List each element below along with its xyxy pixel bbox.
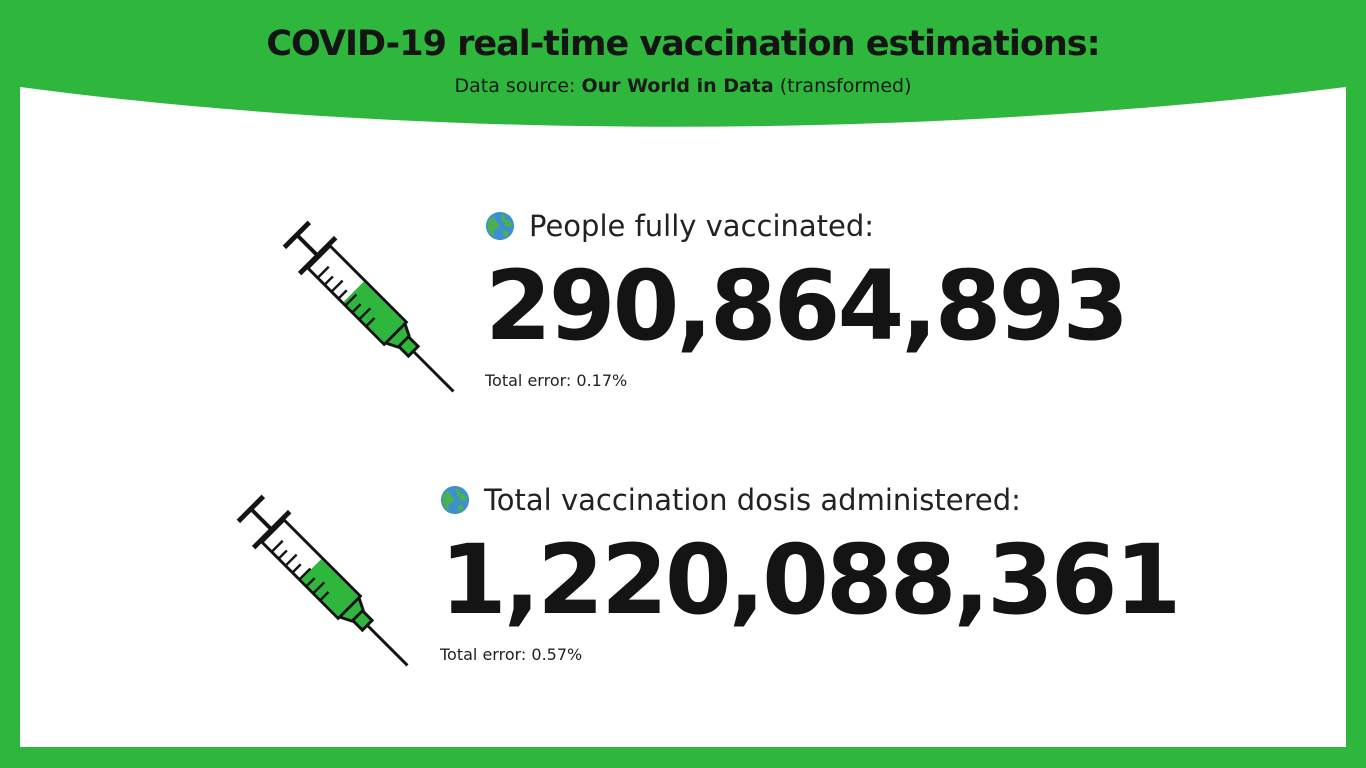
data-source-suffix: (transformed)	[773, 75, 912, 97]
stat-label-row: People fully vaccinated:	[485, 208, 874, 244]
globe-icon	[440, 485, 470, 515]
stat-error: Total error: 0.57%	[440, 645, 583, 664]
stat-label: Total vaccination dosis administered:	[484, 483, 1021, 517]
stat-value: 290,864,893	[485, 250, 1129, 362]
globe-icon	[485, 211, 515, 241]
stat-label-row: Total vaccination dosis administered:	[440, 482, 1021, 518]
data-source-prefix: Data source:	[454, 75, 582, 97]
data-source-name: Our World in Data	[581, 75, 774, 97]
stat-label: People fully vaccinated:	[529, 209, 875, 243]
page-title: COVID-19 real-time vaccination estimatio…	[266, 24, 1100, 64]
syringe-icon	[236, 494, 409, 667]
data-source-line: Data source: Our World in Data (transfor…	[0, 74, 1366, 98]
stat-error: Total error: 0.17%	[485, 371, 628, 390]
syringe-icon	[282, 220, 455, 393]
header: COVID-19 real-time vaccination estimatio…	[0, 20, 1366, 98]
stat-value: 1,220,088,361	[440, 524, 1181, 636]
